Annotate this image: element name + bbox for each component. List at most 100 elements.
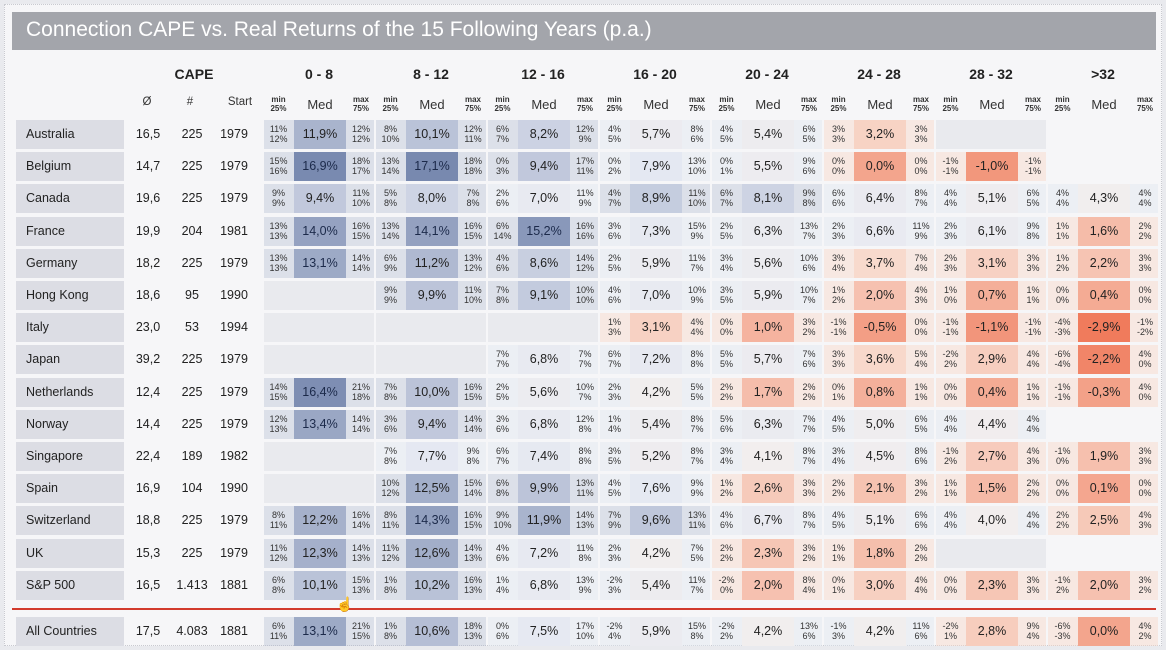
max-q75-values: 21% 18% bbox=[347, 382, 375, 402]
median-value: 9,4% bbox=[518, 152, 570, 181]
median-value: 1,6% bbox=[1078, 217, 1130, 246]
max-value: 15% bbox=[463, 478, 482, 488]
q75-value: 5% bbox=[1026, 198, 1040, 208]
q75-value: 8% bbox=[690, 359, 704, 369]
min-value: -6% bbox=[1054, 621, 1071, 631]
sample-count: 4.083 bbox=[176, 624, 208, 638]
min-value: 5% bbox=[719, 414, 733, 424]
empty-cell bbox=[936, 120, 1046, 149]
country-label: Switzerland bbox=[16, 506, 124, 535]
q25-value: 1% bbox=[719, 166, 733, 176]
max-q75-values: 4% 3% bbox=[907, 285, 935, 305]
min-value: 4% bbox=[495, 253, 509, 263]
median-value: 2,3% bbox=[966, 571, 1018, 600]
min-q25-values: -1% 2% bbox=[1049, 575, 1076, 595]
max-value: 3% bbox=[802, 478, 816, 488]
min-q25-values: 2% 3% bbox=[937, 253, 964, 273]
q25-value: 2% bbox=[719, 631, 733, 641]
median-value: 5,7% bbox=[742, 345, 794, 374]
q75-value: 3% bbox=[1026, 263, 1040, 273]
median-value: 5,2% bbox=[630, 442, 682, 471]
sample-count: 204 bbox=[181, 224, 203, 238]
range-header: 28 - 32 bbox=[969, 66, 1013, 82]
median-value: -2,9% bbox=[1078, 313, 1130, 342]
q75-value: 4% bbox=[1026, 359, 1040, 369]
min-q25-values: -1% -1% bbox=[825, 317, 852, 337]
max-q75-values: 13% 9% bbox=[571, 575, 599, 595]
q25-value: 8% bbox=[495, 295, 509, 305]
min-q25-values: 13% 14% bbox=[377, 221, 404, 241]
max-value: 14% bbox=[463, 414, 482, 424]
country-label: UK bbox=[16, 539, 124, 568]
median-value: 5,6% bbox=[518, 378, 570, 407]
q25-value: -4% bbox=[1054, 359, 1071, 369]
min-q25-values: 0% 0% bbox=[825, 156, 852, 176]
cape-average: 16,9 bbox=[135, 481, 161, 495]
min-value: 1% bbox=[607, 414, 621, 424]
q75-value: 3% bbox=[1138, 520, 1152, 530]
max-q75-values: 14% 12% bbox=[571, 253, 599, 273]
median-value: 12,5% bbox=[406, 474, 458, 503]
max-value: 8% bbox=[578, 446, 592, 456]
q25-value: -1% bbox=[942, 327, 959, 337]
min-q25-values: 6% 7% bbox=[489, 446, 516, 466]
min-q25-values: 5% 6% bbox=[713, 414, 740, 434]
max-value: 11% bbox=[576, 543, 594, 553]
q25-value: 0% bbox=[1055, 488, 1069, 498]
q25-value: 3% bbox=[607, 553, 621, 563]
max-value: 14% bbox=[351, 543, 370, 553]
max-value: 3% bbox=[1138, 575, 1152, 585]
q25-value: 4% bbox=[831, 456, 845, 466]
q25-value: 8% bbox=[383, 198, 397, 208]
min-q25-values: 1% 2% bbox=[713, 478, 740, 498]
median-value: 2,7% bbox=[966, 442, 1018, 471]
cape-subheader: Start bbox=[227, 96, 253, 108]
max-75-label: max 75% bbox=[1024, 95, 1041, 113]
q75-value: 14% bbox=[351, 424, 370, 434]
min-value: 13% bbox=[269, 221, 288, 231]
q75-value: 11% bbox=[688, 520, 706, 530]
q25-value: 2% bbox=[719, 488, 733, 498]
q75-value: 8% bbox=[466, 198, 480, 208]
min-value: 1% bbox=[831, 285, 845, 295]
median-value: 12,3% bbox=[294, 539, 346, 568]
empty-cell bbox=[936, 539, 1046, 568]
max-value: 12% bbox=[575, 124, 594, 134]
q75-value: 4% bbox=[1026, 631, 1040, 641]
q25-value: -1% bbox=[1054, 392, 1071, 402]
min-q25-values: 6% 7% bbox=[713, 188, 740, 208]
max-value: 1% bbox=[1026, 285, 1040, 295]
median-value: 4,0% bbox=[966, 506, 1018, 535]
max-q75-values: 11% 10% bbox=[459, 285, 487, 305]
min-value: 13% bbox=[269, 253, 288, 263]
median-value: 9,9% bbox=[518, 474, 570, 503]
q75-value: 4% bbox=[914, 585, 928, 595]
min-q25-values: 2% 3% bbox=[601, 543, 628, 563]
min-value: 2% bbox=[943, 221, 957, 231]
max-q75-values: 12% 9% bbox=[571, 124, 599, 144]
q75-value: 17% bbox=[351, 166, 370, 176]
q25-value: 6% bbox=[495, 424, 509, 434]
min-q25-values: 0% 0% bbox=[1049, 285, 1076, 305]
max-value: 16% bbox=[575, 221, 594, 231]
q75-value: 2% bbox=[1138, 631, 1152, 641]
min-q25-values: 3% 3% bbox=[825, 124, 852, 144]
min-q25-values: 0% 3% bbox=[489, 156, 516, 176]
median-value: 2,0% bbox=[1078, 571, 1130, 600]
min-q25-values: 13% 13% bbox=[265, 253, 292, 273]
min-q25-values: 0% 1% bbox=[825, 575, 852, 595]
q25-value: 3% bbox=[607, 585, 621, 595]
max-q75-values: 13% 11% bbox=[683, 510, 711, 530]
q25-value: 12% bbox=[269, 134, 288, 144]
min-q25-values: 2% 3% bbox=[601, 382, 628, 402]
median-value: -1,0% bbox=[966, 152, 1018, 181]
q75-value: 6% bbox=[914, 520, 928, 530]
max-value: 8% bbox=[802, 510, 816, 520]
median-value: 15,2% bbox=[518, 217, 570, 246]
median-value: 12,2% bbox=[294, 506, 346, 535]
min-q25-values: -2% 1% bbox=[937, 621, 964, 641]
median-value: 2,5% bbox=[1078, 506, 1130, 535]
q25-value: 9% bbox=[383, 295, 397, 305]
max-q75-values: 7% 6% bbox=[795, 349, 823, 369]
q25-value: 0% bbox=[943, 392, 957, 402]
